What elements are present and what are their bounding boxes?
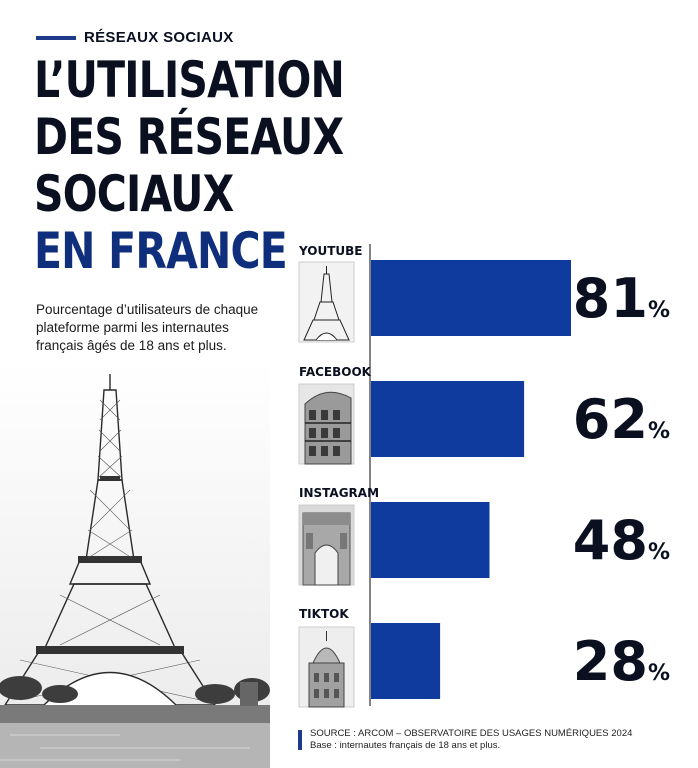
value-label-instagram: 48% bbox=[573, 509, 670, 572]
value-label-facebook: 62% bbox=[573, 388, 670, 451]
arc-de-triomphe-icon bbox=[298, 504, 355, 586]
subtitle: Pourcentage d’utilisateurs de chaque pla… bbox=[36, 302, 259, 353]
source-base-line: Base : internautes français de 18 ans et… bbox=[310, 740, 501, 751]
title-accent-line: EN FRANCE bbox=[34, 222, 288, 280]
bar-youtube bbox=[371, 260, 571, 336]
kicker-label: RÉSEAUX SOCIAUX bbox=[84, 29, 234, 46]
source-line: SOURCE : ARCOM – OBSERVATOIRE DES USAGES… bbox=[310, 728, 633, 739]
source-bar bbox=[298, 730, 302, 750]
value-label-tiktok: 28% bbox=[573, 630, 670, 693]
bar-instagram bbox=[371, 502, 490, 578]
eiffel-tower-photo bbox=[0, 360, 270, 768]
platform-label-instagram: INSTAGRAM bbox=[299, 486, 379, 500]
kicker-bar bbox=[36, 36, 76, 40]
bar-tiktok bbox=[371, 623, 441, 699]
title-line-2: DES RÉSEAUX bbox=[34, 108, 344, 166]
platform-label-tiktok: TIKTOK bbox=[299, 607, 349, 621]
title-line-3: SOCIAUX bbox=[34, 165, 234, 223]
haussmann-building-icon bbox=[298, 383, 355, 465]
source-note: SOURCE : ARCOM – OBSERVATOIRE DES USAGES… bbox=[310, 728, 632, 752]
title-line-1: L’UTILISATION bbox=[34, 51, 345, 109]
value-label-youtube: 81% bbox=[573, 267, 670, 330]
sacre-coeur-icon bbox=[298, 626, 355, 708]
eiffel-tower-icon bbox=[298, 261, 355, 343]
bar-facebook bbox=[371, 381, 525, 457]
platform-label-youtube: YOUTUBE bbox=[298, 244, 362, 258]
platform-label-facebook: FACEBOOK bbox=[299, 365, 372, 379]
page-title: L’UTILISATION DES RÉSEAUX SOCIAUX EN FRA… bbox=[34, 51, 345, 280]
